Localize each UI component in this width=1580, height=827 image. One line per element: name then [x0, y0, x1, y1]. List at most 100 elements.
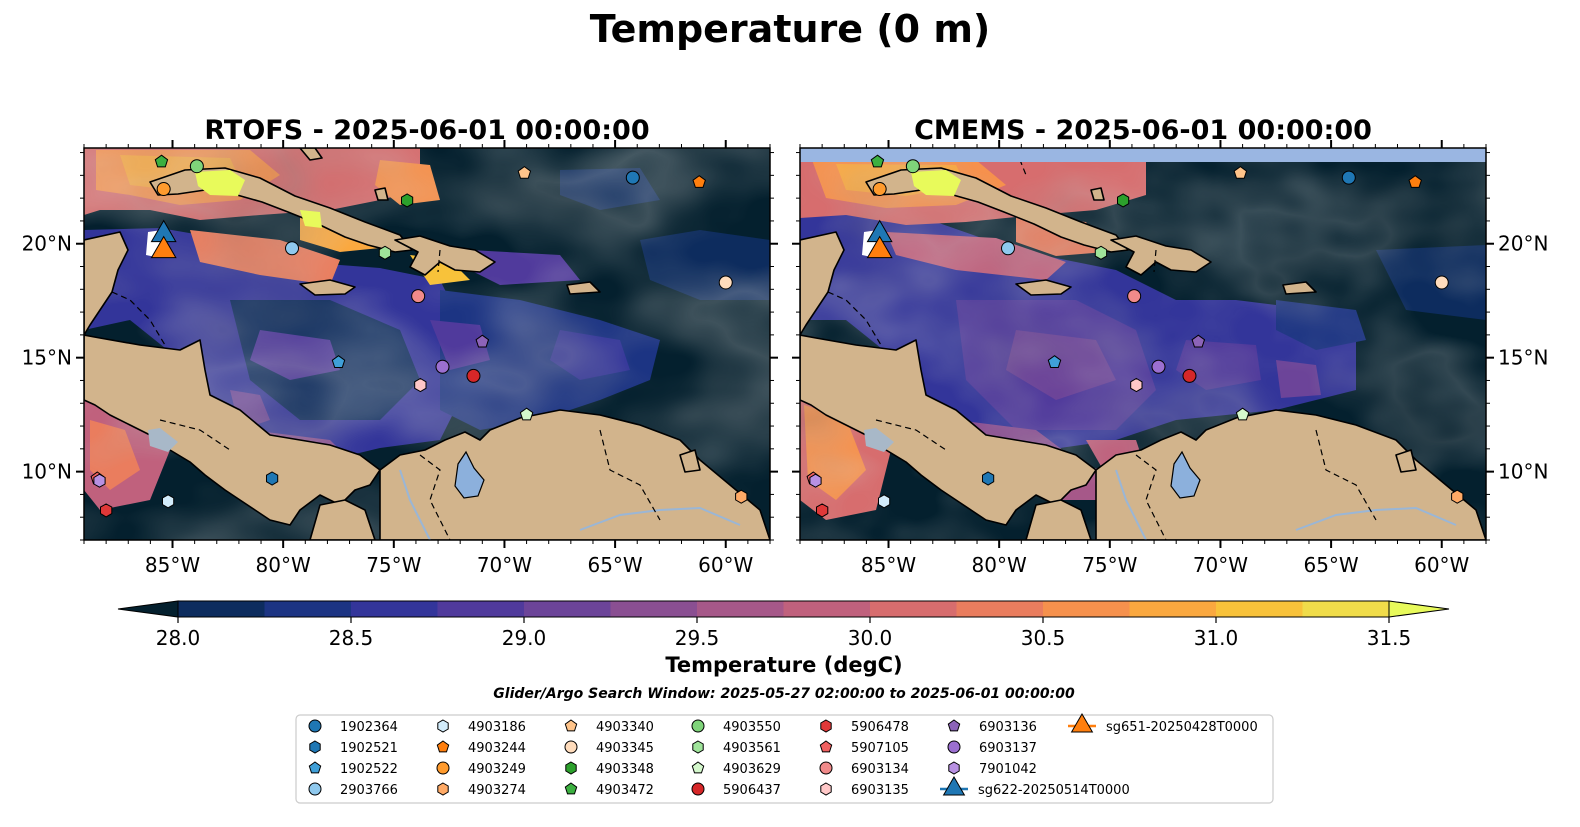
marker-sg651-20250428T0000 — [150, 235, 177, 259]
marker-6903134 — [1127, 289, 1142, 304]
legend-item: 4903244 — [436, 740, 526, 756]
legend-item: 4903274 — [437, 782, 526, 798]
marker-2903766 — [1001, 241, 1016, 256]
lon-tick-label: 60°W — [698, 553, 753, 577]
marker-7901042 — [948, 761, 960, 775]
marker-6903134 — [819, 761, 833, 775]
marker-1902364 — [308, 719, 322, 733]
map-panel-cmems: CMEMS - 2025-06-01 00:00:00 — [792, 115, 1548, 577]
marker-4903186 — [162, 494, 175, 509]
marker-4903472 — [154, 154, 169, 168]
lat-tick-label: 10°N — [1498, 460, 1548, 484]
lon-tick-label: 85°W — [861, 553, 916, 577]
legend-item: 5907105 — [819, 740, 909, 756]
legend-item: 5906478 — [820, 719, 909, 735]
legend-label: 1902521 — [340, 741, 398, 756]
legend-label: 2903766 — [340, 783, 398, 798]
colorbar-tick-label: 29.0 — [502, 626, 547, 650]
lon-tick-label: 65°W — [587, 553, 642, 577]
marker-4903345 — [718, 275, 733, 290]
marker-4903348 — [565, 761, 577, 775]
axis-ticks-cmems: 85°W 80°W 75°W 70°W 65°W 60°W 10°N 15°N 20°N — [792, 140, 1548, 577]
marker-1902522 — [308, 761, 322, 774]
legend: 1902364 1902521 1902522 2903766 4903186 49032… — [295, 713, 1274, 804]
lat-tick-label: 20°N — [1498, 232, 1548, 256]
lon-tick-label: 80°W — [972, 553, 1027, 577]
marker-4903472 — [870, 154, 885, 168]
legend-item: 4903550 — [691, 719, 781, 735]
nodata-band — [800, 148, 1486, 162]
legend-item: 4903186 — [437, 719, 526, 735]
legend-label: 4903472 — [596, 783, 654, 798]
axis-ticks-rtofs: 85°W 80°W 75°W 70°W 65°W 60°W 10°N 15°N 20°N — [22, 140, 778, 577]
colorbar-tick-label: 28.5 — [329, 626, 374, 650]
colorbar-segment — [870, 601, 957, 617]
panel-title-cmems: CMEMS - 2025-06-01 00:00:00 — [914, 115, 1372, 146]
legend-label: 5906478 — [851, 720, 909, 735]
colorbar-segment — [178, 601, 265, 617]
markers-rtofs — [90, 154, 748, 518]
rivers — [1115, 469, 1457, 540]
lat-tick-label: 10°N — [22, 460, 72, 484]
marker-1902521 — [266, 471, 279, 486]
lon-tick-label: 80°W — [256, 553, 311, 577]
colorbar-segment — [437, 601, 525, 617]
yellow-hotspot — [911, 170, 961, 196]
legend-item: 5906437 — [691, 782, 781, 798]
borders — [827, 149, 1377, 540]
legend-item: 6903134 — [819, 761, 909, 777]
marker-2903766 — [285, 241, 300, 256]
legend-label: 6903135 — [851, 783, 909, 798]
marker-4903249 — [872, 182, 887, 197]
marker-4903340 — [564, 719, 578, 732]
colorbar-tick-label: 28.0 — [156, 626, 201, 650]
legend-item: 4903345 — [564, 740, 654, 756]
marker-5906437 — [466, 368, 481, 383]
marker-4903550 — [905, 159, 920, 174]
legend-label: 4903550 — [723, 720, 781, 735]
lon-tick-label: 75°W — [1082, 553, 1137, 577]
lon-tick-label: 75°W — [366, 553, 421, 577]
marker-4903249 — [156, 182, 171, 197]
marker-6903136 — [1191, 334, 1206, 348]
legend-label: 4903186 — [468, 720, 526, 735]
lat-tick-label: 15°N — [1498, 346, 1548, 370]
lon-tick-label: 60°W — [1414, 553, 1469, 577]
legend-item: sg651-20250428T0000 — [1068, 713, 1258, 735]
colorbar-segment — [1043, 601, 1130, 617]
colorbar-label: Temperature (degC) — [665, 653, 902, 677]
marker-6903135 — [1130, 377, 1143, 393]
legend-label: 4903244 — [468, 741, 526, 756]
marker-5906478 — [820, 719, 832, 733]
marker-4903561 — [378, 245, 392, 260]
marker-4903561 — [1094, 245, 1108, 260]
marker-6903137 — [947, 740, 961, 754]
marker-5906437 — [691, 782, 705, 796]
legend-item: 4903629 — [691, 761, 781, 777]
marker-1902521 — [982, 471, 995, 486]
marker-5906478 — [816, 503, 829, 518]
marker-7901042 — [93, 473, 106, 488]
marker-6903136 — [947, 719, 961, 732]
lon-tick-label: 85°W — [145, 553, 200, 577]
legend-item: 6903136 — [947, 719, 1037, 735]
legend-label: 1902364 — [340, 720, 398, 735]
marker-4903340 — [1233, 165, 1248, 179]
legend-item: 4903348 — [565, 761, 654, 777]
colorbar-segment — [264, 601, 352, 617]
colorbar-segment — [610, 601, 698, 617]
legend-label: 4903348 — [596, 762, 654, 777]
yellow-hotspot — [195, 170, 322, 228]
lon-tick-label: 70°W — [477, 553, 532, 577]
legend-item: 4903340 — [564, 719, 654, 735]
legend-frame — [295, 714, 1274, 804]
colorbar-tick-label: 31.5 — [1367, 626, 1412, 650]
marker-4903348 — [401, 193, 414, 208]
legend-item: 7901042 — [948, 761, 1037, 777]
marker-4903186 — [878, 494, 891, 509]
figure-title: Temperature (0 m) — [590, 7, 991, 51]
colorbar-tick-label: 29.5 — [675, 626, 720, 650]
legend-label: 6903136 — [979, 720, 1037, 735]
map-frame — [83, 147, 771, 541]
